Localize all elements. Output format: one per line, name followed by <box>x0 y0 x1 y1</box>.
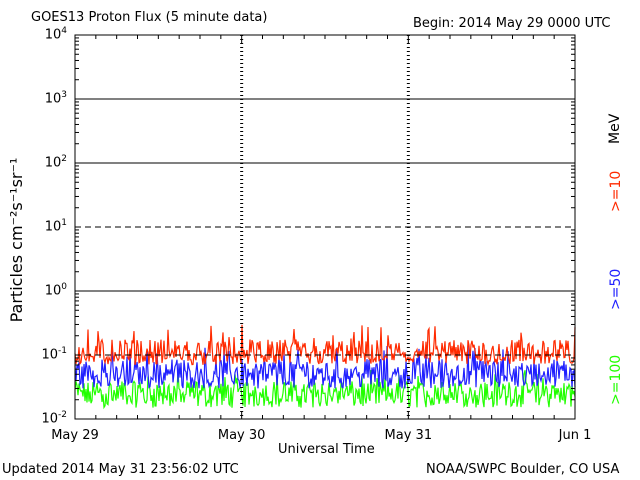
x-tick-label: May 31 <box>384 428 433 443</box>
legend-item-100mev: >=100 <box>608 354 624 405</box>
series-line-50mev <box>74 345 576 390</box>
y-tick-label: 10-2 <box>41 410 67 427</box>
y-tick-label: 100 <box>44 282 67 299</box>
series-line-10mev <box>74 324 576 367</box>
x-tick-label: May 30 <box>217 428 266 443</box>
begin-time-label: Begin: 2014 May 29 0000 UTC <box>413 16 611 31</box>
legend-item-10mev: >=10 <box>608 170 624 212</box>
series-line-100mev <box>74 369 576 410</box>
x-tick-label: Jun 1 <box>558 428 592 443</box>
y-tick-label: 10-1 <box>41 346 67 363</box>
y-tick-label: 101 <box>44 218 67 235</box>
updated-timestamp: Updated 2014 May 31 23:56:02 UTC <box>2 462 239 477</box>
legend-item-50mev: >=50 <box>608 268 624 310</box>
y-axis-label: Particles cm⁻²s⁻¹sr⁻¹ <box>7 157 26 323</box>
x-axis-label: Universal Time <box>278 442 375 457</box>
credit-label: NOAA/SWPC Boulder, CO USA <box>426 462 620 477</box>
y-tick-label: 102 <box>44 154 67 171</box>
legend-unit-label: MeV <box>607 113 623 144</box>
y-tick-label: 103 <box>44 90 67 107</box>
chart-title: GOES13 Proton Flux (5 minute data) <box>31 10 268 25</box>
plot-area <box>74 34 576 420</box>
y-tick-label: 104 <box>44 26 67 43</box>
x-tick-label: May 29 <box>51 428 99 443</box>
